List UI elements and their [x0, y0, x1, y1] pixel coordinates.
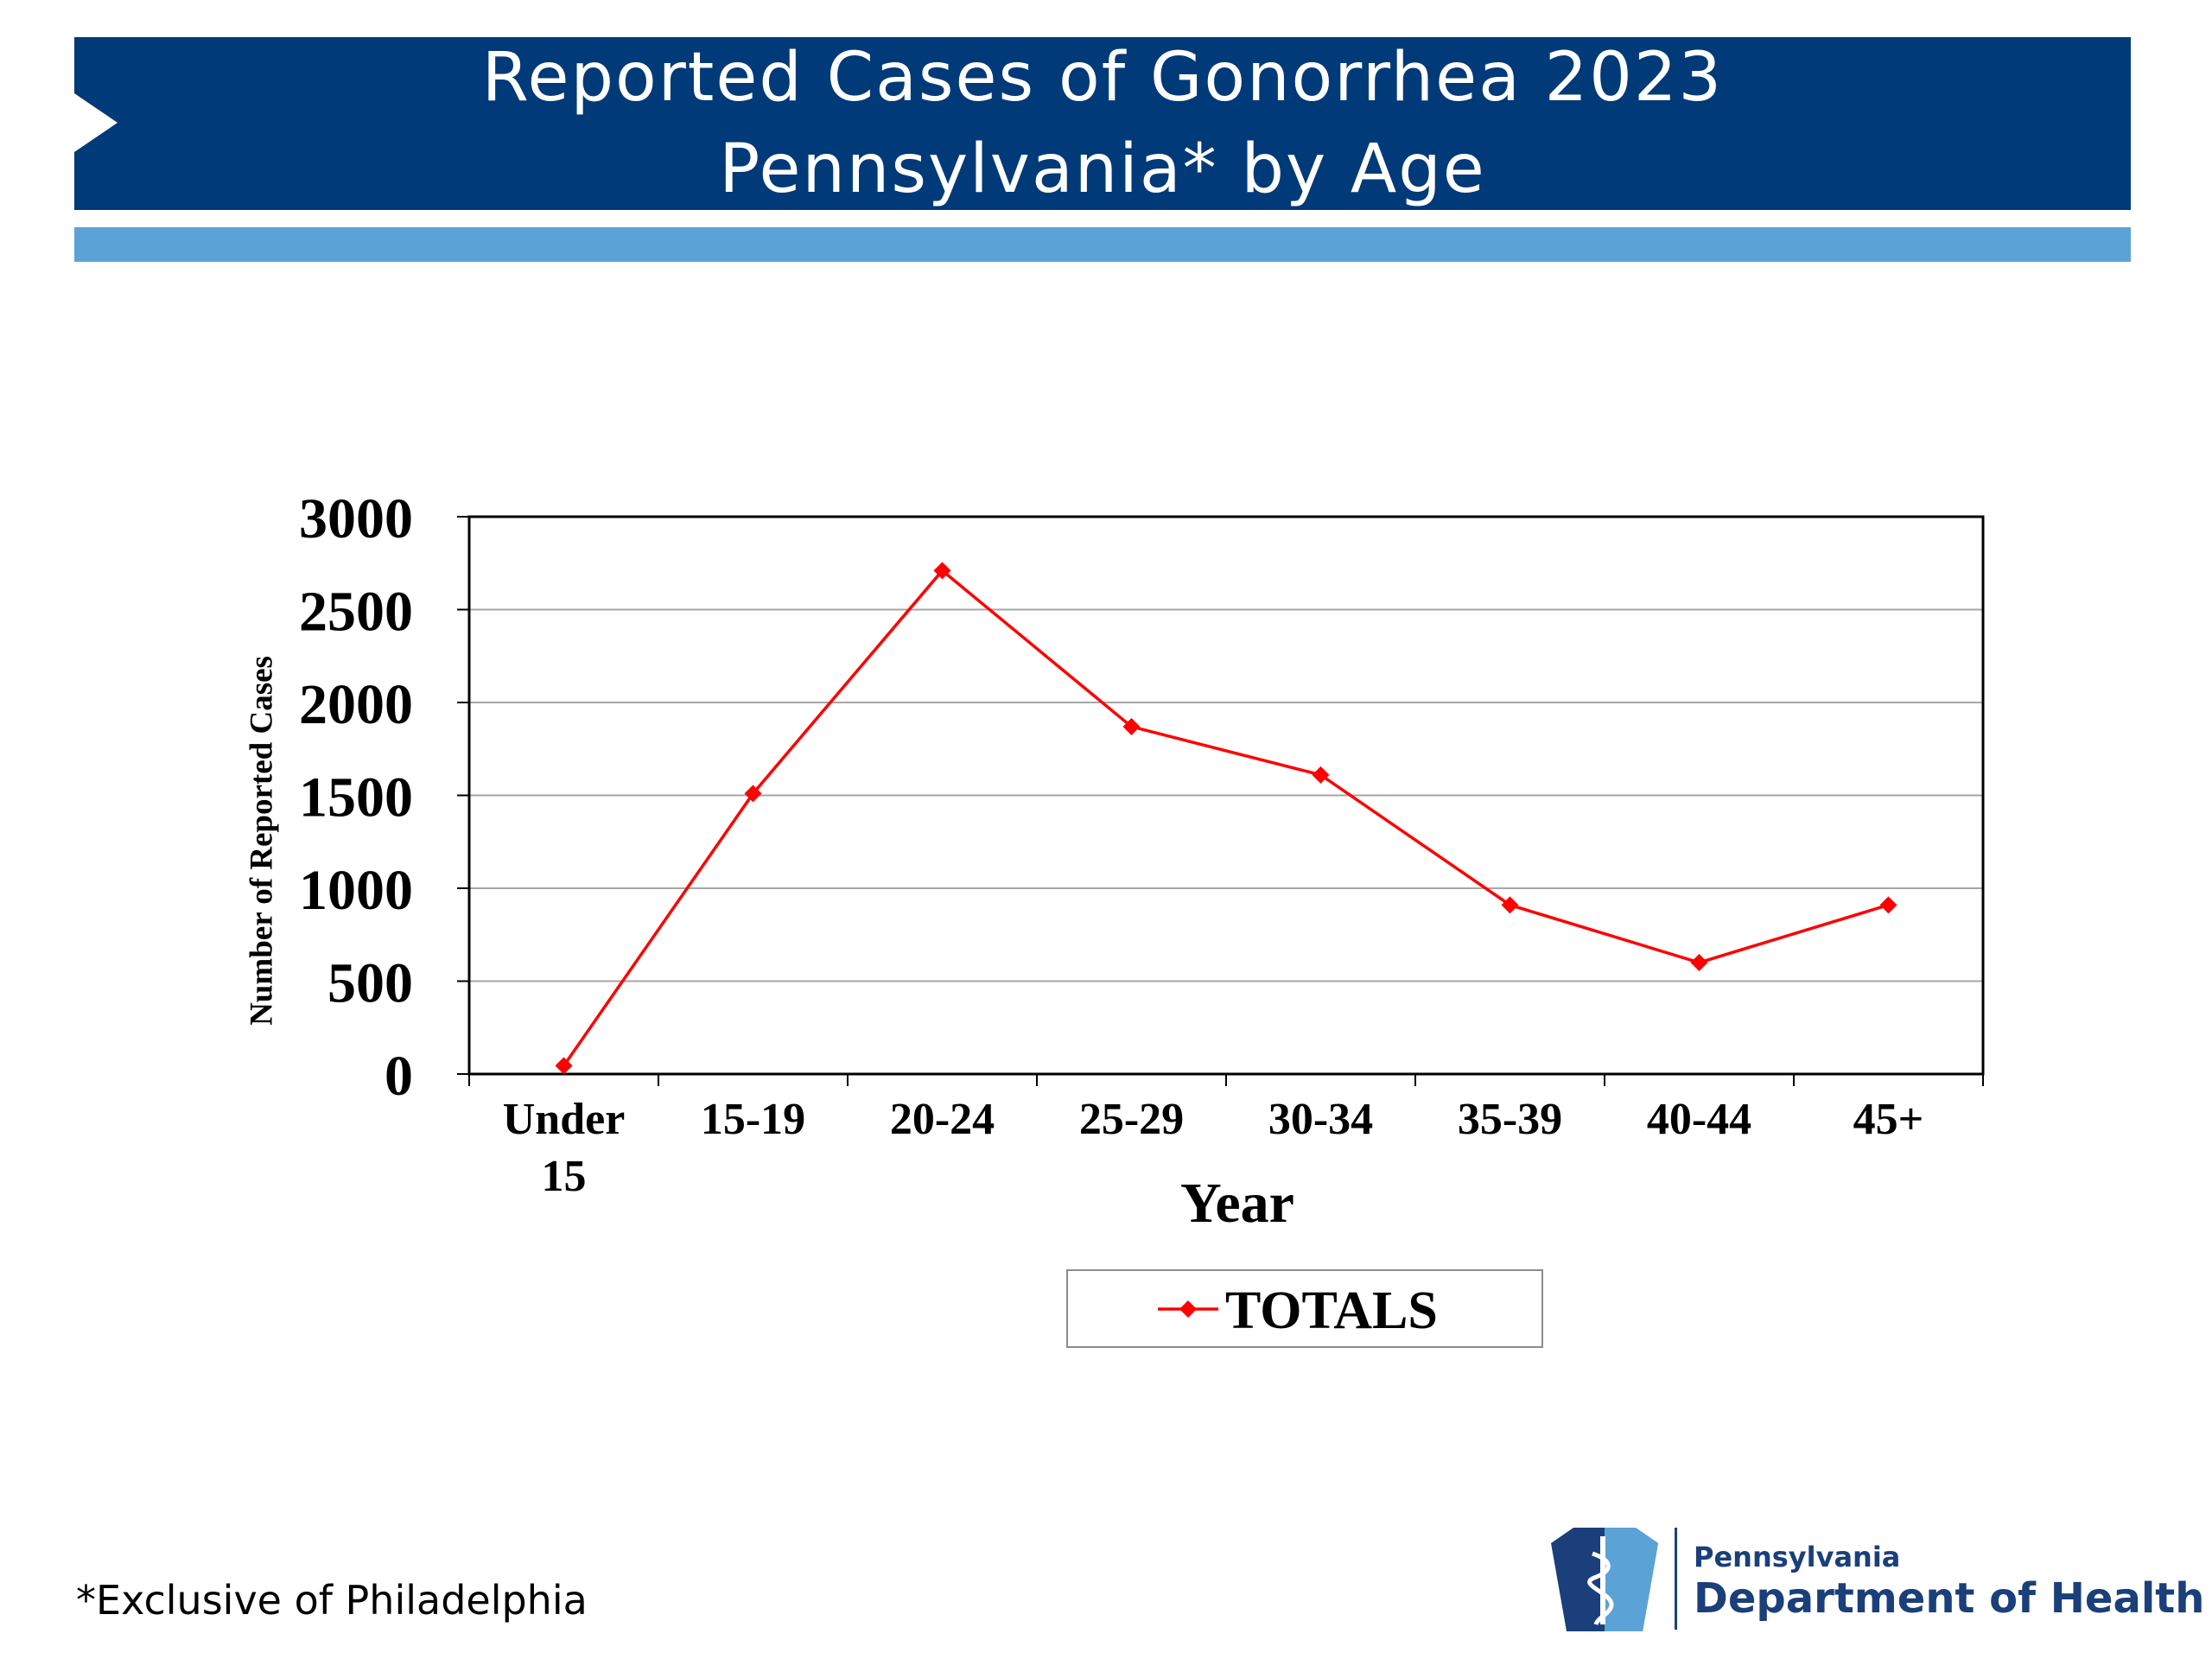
chart-series: [555, 562, 1897, 1075]
chart-legend: TOTALS: [1066, 1269, 1543, 1348]
accent-bar: [74, 227, 2131, 262]
x-axis-ticks: Under 15 15-19 20-24 25-29 30-34 35-39 40-44 45+: [468, 1074, 1984, 1201]
data-point: [933, 562, 951, 580]
x-tick-label-line: 35-39: [1458, 1095, 1562, 1144]
banner-arrow-notch: [74, 93, 118, 152]
y-tick-label: 500: [327, 952, 413, 1015]
x-tick-label-line: 25-29: [1079, 1095, 1184, 1144]
keystone-logo-icon: [1551, 1528, 1658, 1631]
x-tick-label: Under 15: [503, 1095, 626, 1201]
y-tick-label: 1000: [299, 859, 413, 922]
x-tick-label: 35-39: [1458, 1095, 1562, 1144]
chart-gridlines: [469, 608, 1983, 982]
x-tick-label: 20-24: [890, 1095, 995, 1144]
data-point: [555, 1057, 573, 1075]
logo-divider: [1675, 1528, 1677, 1630]
x-tick-label-line: 45+: [1853, 1095, 1924, 1144]
title-banner: [74, 37, 2131, 210]
y-tick-label: 2500: [299, 581, 413, 644]
footnote: *Exclusive of Philadelphia: [76, 1577, 588, 1624]
y-tick-label: 2000: [299, 673, 413, 736]
y-axis-title: Number of Reported Cases: [244, 656, 280, 1026]
series-line-totals: [563, 568, 1890, 1067]
x-tick-label: 15-19: [701, 1095, 805, 1144]
x-tick-label-line: 40-44: [1647, 1095, 1751, 1144]
x-tick-label: 40-44: [1647, 1095, 1751, 1144]
x-tick-label-line: 15-19: [701, 1095, 805, 1144]
x-tick-label-line: 30-34: [1268, 1095, 1373, 1144]
legend-swatch-marker: [1179, 1300, 1197, 1318]
data-point: [1879, 896, 1897, 914]
x-tick-label: 25-29: [1079, 1095, 1184, 1144]
slide-title: Reported Cases of Gonorrhea 2023 Pennsyl…: [74, 37, 2131, 210]
data-point: [1312, 766, 1330, 784]
slide-title-line1: Reported Cases of Gonorrhea 2023: [481, 39, 1724, 117]
x-axis-title: Year: [1180, 1172, 1294, 1235]
x-tick-label: 45+: [1853, 1095, 1924, 1144]
data-point: [1122, 717, 1141, 735]
legend-box: [1066, 1269, 1543, 1348]
logo-text-department: Department of Health: [1694, 1574, 2205, 1623]
y-axis-ticks: 0 500 1000 1500 2000 2500 3000: [299, 487, 469, 1108]
legend-label: TOTALS: [1225, 1281, 1438, 1340]
x-tick-label-line: 20-24: [890, 1095, 995, 1144]
data-point: [1690, 954, 1708, 971]
slide-title-line2: Pennsylvania* by Age: [719, 130, 1486, 208]
y-tick-label: 3000: [299, 487, 413, 550]
x-tick-label-line: Under: [503, 1095, 626, 1144]
logo-text-state: Pennsylvania: [1694, 1541, 1901, 1573]
data-point: [1501, 896, 1519, 914]
x-tick-label-line: 15: [542, 1152, 587, 1201]
y-tick-label: 1500: [299, 766, 413, 830]
y-tick-label: 0: [385, 1045, 413, 1108]
x-tick-label: 30-34: [1268, 1095, 1373, 1144]
data-point: [744, 785, 762, 803]
